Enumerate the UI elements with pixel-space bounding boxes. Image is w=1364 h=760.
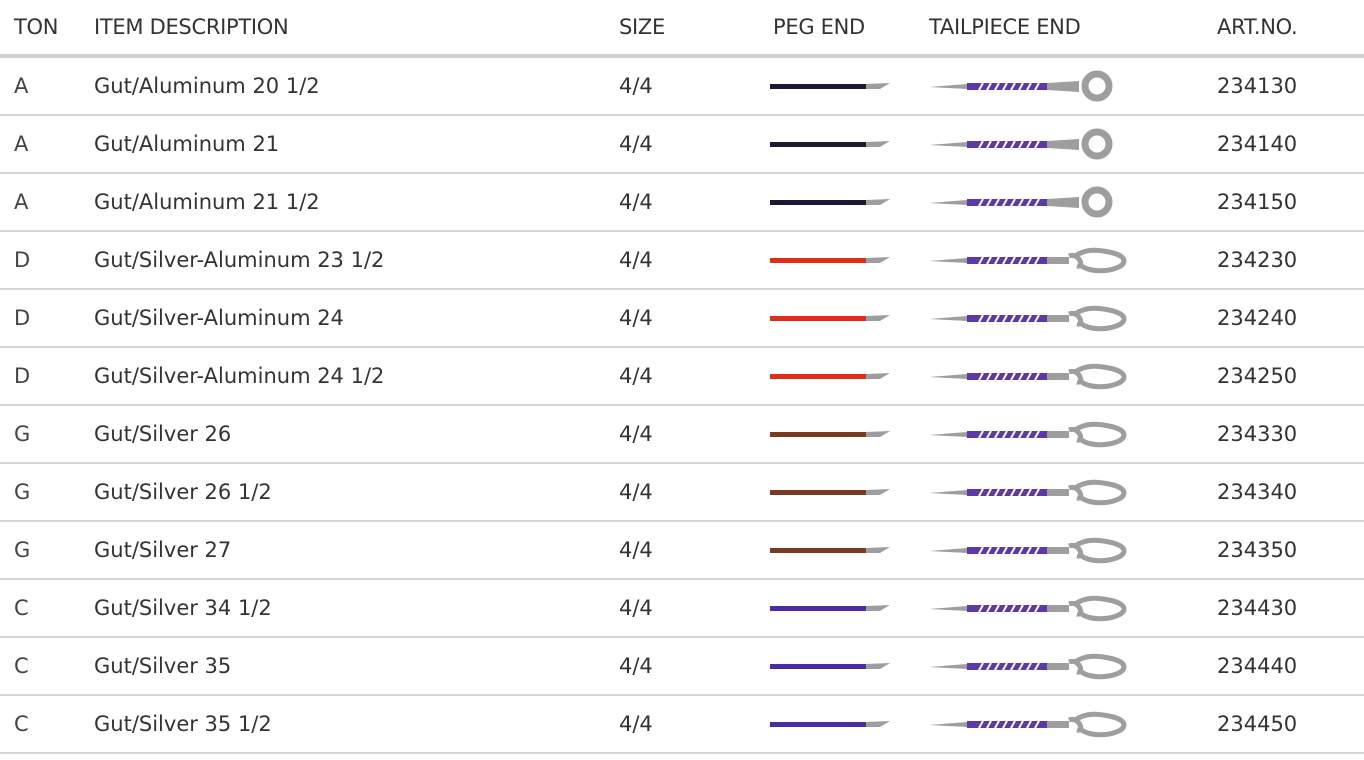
art-no-cell: 234430 <box>1217 596 1298 620</box>
art-no-cell: 234250 <box>1217 364 1298 388</box>
art-no-cell: 234450 <box>1217 712 1298 736</box>
table-row: A Gut/Aluminum 21 4/4 234140 <box>0 116 1364 174</box>
size-cell: 4/4 <box>619 364 653 388</box>
size-cell: 4/4 <box>619 480 653 504</box>
table-row: A Gut/Aluminum 21 1/2 4/4 234150 <box>0 174 1364 232</box>
peg-end-icon <box>753 543 908 557</box>
peg-end-icon <box>753 717 908 731</box>
peg-end-icon <box>753 369 908 383</box>
peg-end-icon <box>753 311 908 325</box>
description-cell: Gut/Silver 26 1/2 <box>94 480 272 504</box>
ton-cell: A <box>14 132 29 156</box>
table-row: G Gut/Silver 26 1/2 4/4 234340 <box>0 464 1364 522</box>
loop-knot-end-icon <box>908 302 1217 334</box>
art-no-cell: 234340 <box>1217 480 1298 504</box>
size-cell: 4/4 <box>619 74 653 98</box>
header-size: SIZE <box>619 15 665 39</box>
description-cell: Gut/Silver 35 <box>94 654 232 678</box>
peg-end-icon <box>753 485 908 499</box>
size-cell: 4/4 <box>619 248 653 272</box>
art-no-cell: 234230 <box>1217 248 1298 272</box>
size-cell: 4/4 <box>619 654 653 678</box>
header-ton: TON <box>14 15 59 39</box>
size-cell: 4/4 <box>619 596 653 620</box>
description-cell: Gut/Silver 26 <box>94 422 232 446</box>
peg-end-icon <box>753 659 908 673</box>
ton-cell: G <box>14 538 31 562</box>
art-no-cell: 234350 <box>1217 538 1298 562</box>
table-header: TON ITEM DESCRIPTION SIZE PEG END TAILPI… <box>0 0 1364 58</box>
description-cell: Gut/Aluminum 21 <box>94 132 280 156</box>
table-row: D Gut/Silver-Aluminum 24 4/4 234240 <box>0 290 1364 348</box>
size-cell: 4/4 <box>619 306 653 330</box>
description-cell: Gut/Silver-Aluminum 24 <box>94 306 344 330</box>
ton-cell: G <box>14 422 31 446</box>
peg-end-icon <box>753 253 908 267</box>
size-cell: 4/4 <box>619 712 653 736</box>
header-tailpiece-end: TAILPIECE END <box>929 15 1081 39</box>
size-cell: 4/4 <box>619 132 653 156</box>
ton-cell: C <box>14 654 29 678</box>
loop-knot-end-icon <box>908 476 1217 508</box>
loop-knot-end-icon <box>908 360 1217 392</box>
ton-cell: D <box>14 364 31 388</box>
art-no-cell: 234440 <box>1217 654 1298 678</box>
description-cell: Gut/Silver 35 1/2 <box>94 712 272 736</box>
header-art-no: ART.NO. <box>1217 15 1298 39</box>
ton-cell: A <box>14 190 29 214</box>
art-no-cell: 234330 <box>1217 422 1298 446</box>
description-cell: Gut/Silver 34 1/2 <box>94 596 272 620</box>
loop-knot-end-icon <box>908 534 1217 566</box>
size-cell: 4/4 <box>619 422 653 446</box>
peg-end-icon <box>753 195 908 209</box>
peg-end-icon <box>753 427 908 441</box>
ton-cell: D <box>14 248 31 272</box>
ton-cell: A <box>14 74 29 98</box>
description-cell: Gut/Aluminum 20 1/2 <box>94 74 320 98</box>
table-row: C Gut/Silver 35 1/2 4/4 234450 <box>0 696 1364 754</box>
ton-cell: C <box>14 712 29 736</box>
art-no-cell: 234140 <box>1217 132 1298 156</box>
table-row: D Gut/Silver-Aluminum 23 1/2 4/4 234230 <box>0 232 1364 290</box>
ton-cell: D <box>14 306 31 330</box>
size-cell: 4/4 <box>619 538 653 562</box>
loop-knot-end-icon <box>908 244 1217 276</box>
loop-knot-end-icon <box>908 418 1217 450</box>
loop-knot-end-icon <box>908 708 1217 740</box>
loop-knot-end-icon <box>908 650 1217 682</box>
table-row: D Gut/Silver-Aluminum 24 1/2 4/4 234250 <box>0 348 1364 406</box>
peg-end-icon <box>753 79 908 93</box>
ball-ring-end-icon <box>908 128 1217 160</box>
header-description: ITEM DESCRIPTION <box>94 15 289 39</box>
description-cell: Gut/Silver-Aluminum 23 1/2 <box>94 248 385 272</box>
ton-cell: G <box>14 480 31 504</box>
table-row: G Gut/Silver 27 4/4 234350 <box>0 522 1364 580</box>
table-row: G Gut/Silver 26 4/4 234330 <box>0 406 1364 464</box>
table-body: A Gut/Aluminum 20 1/2 4/4 234130 A Gut/Alumin… <box>0 58 1364 754</box>
art-no-cell: 234240 <box>1217 306 1298 330</box>
ball-ring-end-icon <box>908 186 1217 218</box>
description-cell: Gut/Silver-Aluminum 24 1/2 <box>94 364 385 388</box>
ton-cell: C <box>14 596 29 620</box>
loop-knot-end-icon <box>908 592 1217 624</box>
art-no-cell: 234130 <box>1217 74 1298 98</box>
table-row: A Gut/Aluminum 20 1/2 4/4 234130 <box>0 58 1364 116</box>
header-peg-end: PEG END <box>773 15 865 39</box>
art-no-cell: 234150 <box>1217 190 1298 214</box>
table-row: C Gut/Silver 35 4/4 234440 <box>0 638 1364 696</box>
ball-ring-end-icon <box>908 70 1217 102</box>
size-cell: 4/4 <box>619 190 653 214</box>
table-row: C Gut/Silver 34 1/2 4/4 234430 <box>0 580 1364 638</box>
peg-end-icon <box>753 137 908 151</box>
description-cell: Gut/Aluminum 21 1/2 <box>94 190 320 214</box>
peg-end-icon <box>753 601 908 615</box>
description-cell: Gut/Silver 27 <box>94 538 232 562</box>
